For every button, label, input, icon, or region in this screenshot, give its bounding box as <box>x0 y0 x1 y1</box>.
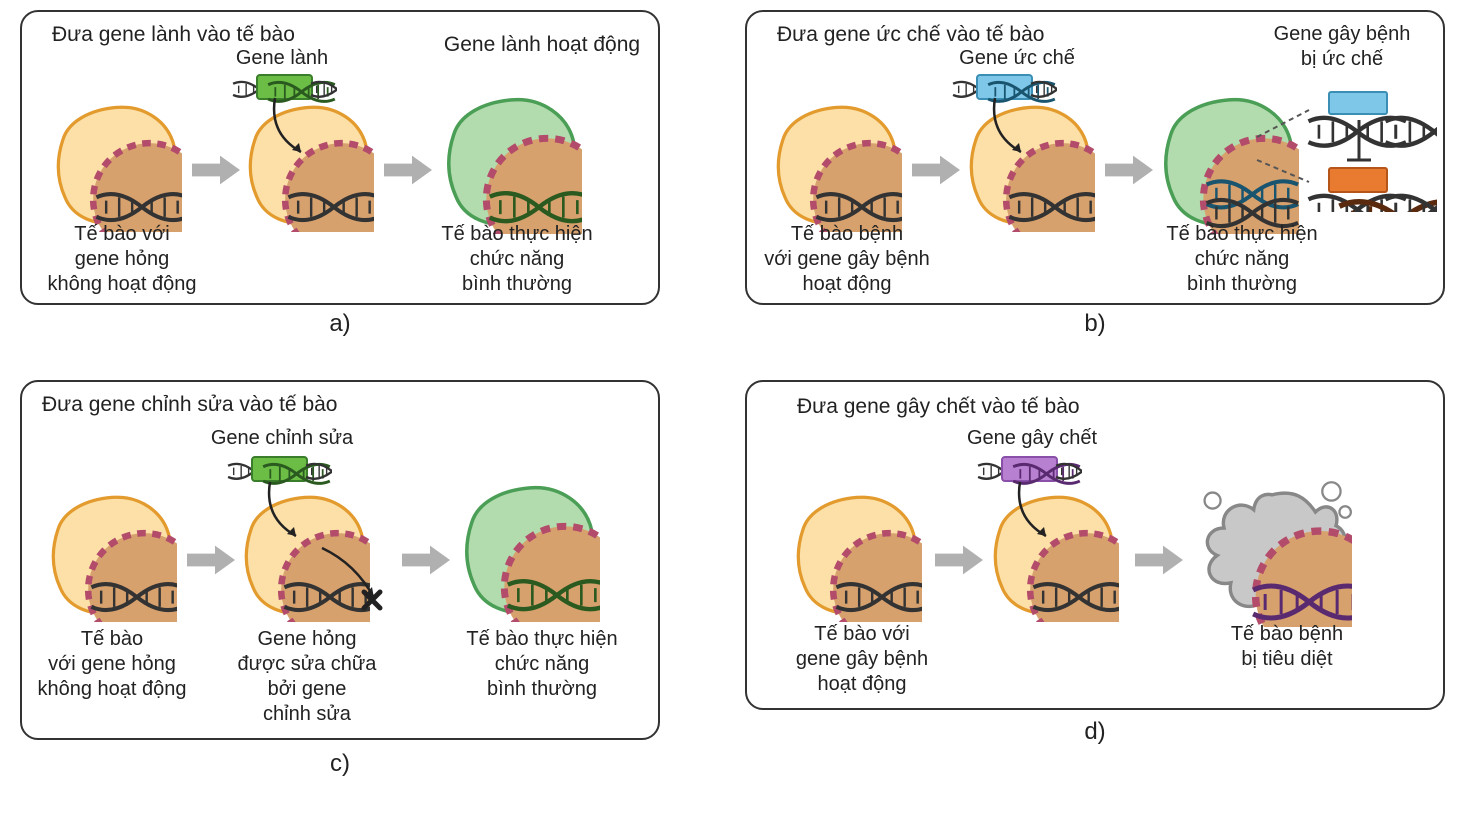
cell-c3 <box>460 482 600 622</box>
arrow-d1 <box>935 542 983 578</box>
panel-c-letter: c) <box>20 750 660 778</box>
cell-d3-caption: Tế bào bệnh bị tiêu diệt <box>1187 622 1387 672</box>
panel-a-title: Đưa gene lành vào tế bào <box>52 22 352 48</box>
panel-a-result-title: Gene lành hoạt động <box>432 32 652 58</box>
insert-arrow-d <box>1012 478 1072 548</box>
arrow-c2 <box>402 542 450 578</box>
panel-b-letter: b) <box>745 310 1445 338</box>
arrow-a1 <box>192 152 240 188</box>
panel-d-gene-label: Gene gây chết <box>947 426 1117 451</box>
insert-arrow-a <box>267 94 327 164</box>
insert-arrow-b <box>987 94 1047 164</box>
panel-b: Đưa gene ức chế vào tế bào Gene ức chế G… <box>745 10 1445 305</box>
panel-d-title: Đưa gene gây chết vào tế bào <box>797 394 1137 420</box>
cell-c2-caption: Gene hỏng được sửa chữa bởi gene chỉnh s… <box>212 627 402 727</box>
cell-a3-caption: Tế bào thực hiện chức năng bình thường <box>412 222 622 297</box>
arrow-d2 <box>1135 542 1183 578</box>
cell-b1 <box>772 102 902 232</box>
panel-a-gene-label: Gene lành <box>212 46 352 71</box>
panel-c-gene-label: Gene chỉnh sửa <box>192 426 372 451</box>
panel-d-letter: d) <box>745 718 1445 746</box>
arrow-a2 <box>384 152 432 188</box>
panel-b-gene-label: Gene ức chế <box>942 46 1092 71</box>
cell-c1 <box>47 492 177 622</box>
arrow-c1 <box>187 542 235 578</box>
cell-a3 <box>442 94 582 234</box>
cell-d1 <box>792 492 922 622</box>
panel-b-result-title: Gene gây bệnh bị ức chế <box>1247 22 1437 72</box>
cell-c1-caption: Tế bào với gene hỏng không hoạt động <box>12 627 212 702</box>
cell-c3-caption: Tế bào thực hiện chức năng bình thường <box>442 627 642 702</box>
cell-d1-caption: Tế bào với gene gây bệnh hoạt động <box>762 622 962 697</box>
cell-a1-caption: Tế bào với gene hỏng không hoạt động <box>22 222 222 297</box>
cell-a1 <box>52 102 182 232</box>
inhibition-diagram <box>1247 82 1437 212</box>
panel-a-letter: a) <box>20 310 660 338</box>
arrow-b1 <box>912 152 960 188</box>
panel-b-title: Đưa gene ức chế vào tế bào <box>777 22 1097 48</box>
insert-arrow-c <box>262 478 322 548</box>
panel-c-title: Đưa gene chỉnh sửa vào tế bào <box>42 392 382 418</box>
panel-a: Đưa gene lành vào tế bào Gene lành Gene … <box>20 10 660 305</box>
panel-d: Đưa gene gây chết vào tế bào Gene gây ch… <box>745 380 1445 710</box>
eject-arrow-c <box>318 542 398 622</box>
cell-b1-caption: Tế bào bệnh với gene gây bệnh hoạt động <box>737 222 957 297</box>
cell-d3 <box>1192 477 1352 627</box>
arrow-b2 <box>1105 152 1153 188</box>
cell-b3-caption: Tế bào thực hiện chức năng bình thường <box>1137 222 1347 297</box>
panel-c: Đưa gene chỉnh sửa vào tế bào Gene chỉnh… <box>20 380 660 740</box>
